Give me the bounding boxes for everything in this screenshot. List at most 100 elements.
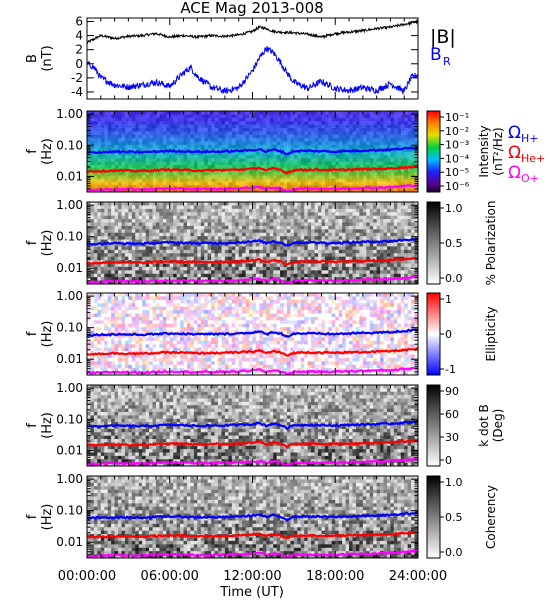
heatmap-cell	[128, 263, 133, 268]
heatmap-cell	[128, 212, 133, 217]
heatmap-cell	[169, 266, 174, 271]
heatmap-cell	[242, 138, 247, 142]
heatmap-cell	[345, 208, 350, 213]
heatmap-cell	[390, 188, 395, 192]
heatmap-cell	[273, 273, 278, 278]
heatmap-cell	[252, 236, 257, 240]
heatmap-cell	[386, 229, 391, 234]
heatmap-cell	[400, 256, 405, 261]
heatmap-cell	[87, 134, 91, 139]
heatmap-cell	[386, 246, 391, 251]
heatmap-cell	[335, 144, 340, 149]
heatmap-cell	[142, 158, 147, 163]
heatmap-cell	[224, 185, 229, 190]
heatmap-cell	[238, 246, 243, 251]
heatmap-cell	[324, 249, 329, 254]
heatmap-cell	[376, 212, 381, 217]
legend-b-r: B	[430, 45, 442, 65]
heatmap-cell	[228, 219, 233, 223]
heatmap-cell	[342, 225, 346, 230]
heatmap-cell	[118, 277, 122, 281]
heatmap-cell	[414, 185, 418, 190]
heatmap-cell	[404, 154, 409, 159]
heatmap-cell	[342, 280, 346, 284]
heatmap-cell	[280, 124, 284, 129]
heatmap-cell	[266, 277, 271, 281]
heatmap-cell	[173, 229, 178, 234]
heatmap-cell	[183, 158, 188, 163]
heatmap-cell	[176, 188, 181, 192]
heatmap-cell	[190, 280, 195, 284]
heatmap-cell	[131, 270, 136, 275]
heatmap-cell	[342, 117, 346, 122]
heatmap-cell	[131, 127, 136, 132]
heatmap-cell	[242, 219, 247, 223]
heatmap-cell	[155, 111, 160, 115]
heatmap-cell	[138, 212, 143, 217]
heatmap-cell	[193, 151, 198, 156]
heatmap-cell	[118, 232, 122, 237]
heatmap-cell	[262, 158, 267, 163]
heatmap-cell	[218, 202, 222, 206]
heatmap-cell	[180, 178, 184, 183]
heatmap-cell	[242, 246, 247, 251]
heatmap-cell	[111, 236, 115, 240]
heatmap-cell	[169, 222, 174, 227]
heatmap-cell	[176, 127, 181, 132]
heatmap-cell	[176, 138, 181, 142]
heatmap-cell	[349, 165, 353, 169]
heatmap-cell	[173, 117, 178, 122]
heatmap-cell	[280, 111, 284, 115]
heatmap-cell	[138, 222, 143, 227]
heatmap-cell	[118, 175, 122, 179]
heatmap-cell	[124, 171, 129, 176]
heatmap-cell	[128, 148, 133, 152]
heatmap-cell	[176, 246, 181, 251]
heatmap-cell	[300, 253, 305, 258]
heatmap-cell	[131, 185, 136, 190]
heatmap-cell	[276, 121, 281, 125]
heatmap-cell	[252, 131, 257, 136]
heatmap-cell	[152, 249, 157, 254]
heatmap-cell	[411, 246, 415, 251]
heatmap-cell	[318, 225, 322, 230]
heatmap-cell	[186, 253, 191, 258]
heatmap-cell	[169, 138, 174, 142]
heatmap-cell	[214, 215, 219, 220]
heatmap-cell	[404, 124, 409, 129]
heatmap-cell	[400, 260, 405, 264]
heatmap-cell	[152, 263, 157, 268]
heatmap-cell	[307, 202, 312, 206]
heatmap-cell	[331, 144, 336, 149]
heatmap-cell	[200, 222, 205, 227]
heatmap-cell	[266, 121, 271, 125]
heatmap-cell	[321, 158, 326, 163]
heatmap-cell	[335, 212, 340, 217]
heatmap-cell	[111, 202, 115, 206]
heatmap-cell	[314, 181, 319, 186]
heatmap-cell	[280, 222, 284, 227]
heatmap-cell	[373, 243, 378, 247]
heatmap-cell	[87, 138, 91, 142]
heatmap-cell	[186, 277, 191, 281]
heatmap-cell	[383, 117, 388, 122]
heatmap-cell	[397, 246, 402, 251]
heatmap-cell	[331, 232, 336, 237]
heatmap-cell	[411, 111, 415, 115]
heatmap-cell	[321, 266, 326, 271]
heatmap-cell	[304, 161, 309, 166]
heatmap-cell	[400, 215, 405, 220]
heatmap-cell	[411, 138, 415, 142]
heatmap-cell	[204, 121, 209, 125]
heatmap-cell	[342, 270, 346, 275]
heatmap-cell	[155, 208, 160, 213]
heatmap-cell	[255, 208, 260, 213]
heatmap-cell	[138, 202, 143, 206]
heatmap-cell	[349, 212, 353, 217]
heatmap-cell	[149, 239, 153, 244]
heatmap-cell	[342, 151, 346, 156]
heatmap-cell	[124, 270, 129, 275]
heatmap-cell	[121, 222, 126, 227]
heatmap-cell	[342, 253, 346, 258]
heatmap-cell	[393, 121, 398, 125]
